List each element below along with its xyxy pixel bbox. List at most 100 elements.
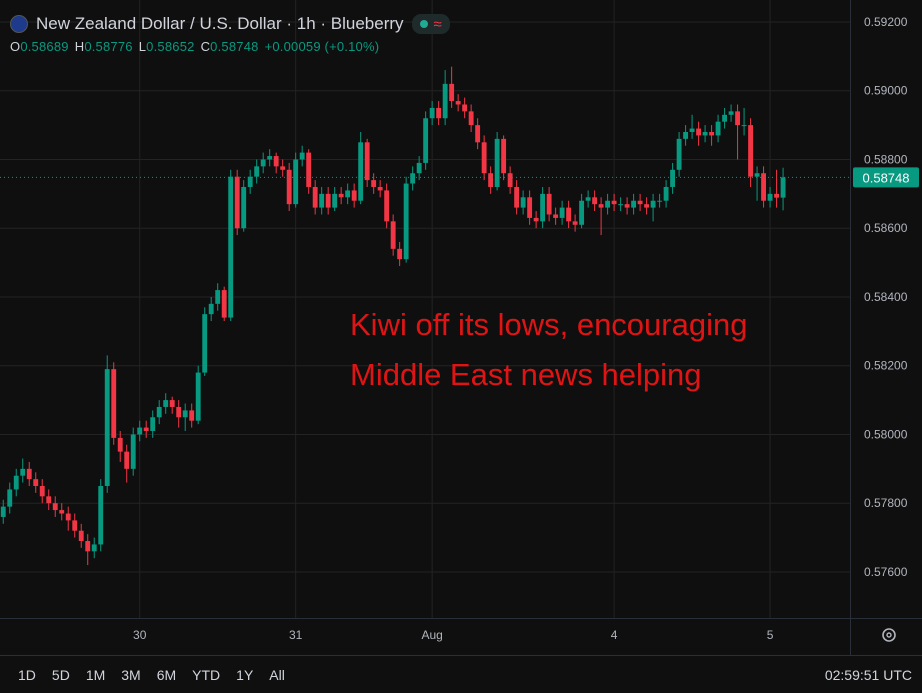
candle-body (657, 200, 663, 202)
range-button[interactable]: 1Y (236, 666, 254, 683)
candle-body (169, 400, 175, 407)
toolbar: 1D 5D 1M 3M 6M YTD 1Y All 02:59:51 UTC (0, 656, 922, 693)
ohlc-row: O0.58689 H0.58776 L0.58652 C0.58748 +0.00059… (10, 39, 450, 54)
candle-body (702, 131, 708, 136)
x-tick-label: 30 (133, 628, 147, 642)
candle-body (306, 152, 312, 187)
candle-body (481, 142, 487, 174)
candle-body (514, 186, 520, 208)
ohlc-label: H (74, 39, 85, 54)
candle-body (670, 169, 676, 187)
title-row: New Zealand Dollar / U.S. Dollar · 1h · … (10, 12, 450, 36)
annotation: Middle East news helping (350, 357, 702, 392)
candle-body (312, 186, 318, 208)
range-button[interactable]: 5D (51, 666, 70, 683)
candle-body (150, 417, 156, 432)
candle-body (748, 125, 754, 177)
candle-body (488, 173, 494, 187)
candle-body (202, 314, 208, 373)
candle-body (592, 197, 598, 205)
candle-body (663, 186, 669, 201)
candle-body (189, 410, 195, 421)
candle-body (137, 427, 143, 435)
candle-body (345, 190, 351, 198)
candle-body (182, 410, 188, 418)
candle-body (618, 204, 624, 206)
candle-body (52, 503, 58, 511)
candle-body (98, 486, 104, 545)
ohlc-value: 0.58652 (146, 39, 195, 54)
candle-body (397, 248, 403, 260)
settings-icon[interactable] (882, 628, 896, 642)
candle-body (228, 176, 234, 318)
candle-body (221, 290, 227, 318)
candle-body (637, 200, 643, 205)
candle-body (358, 142, 364, 201)
candle-body (299, 152, 305, 160)
candle-body (156, 406, 162, 418)
candle-body (254, 166, 260, 177)
y-tick-label: 0.58400 (864, 290, 908, 304)
candle-body (293, 159, 299, 205)
header: New Zealand Dollar / U.S. Dollar · 1h · … (10, 12, 450, 54)
candle-body (494, 138, 500, 187)
candle-body (403, 183, 409, 260)
candle-body (631, 200, 637, 208)
candle-body (520, 197, 526, 208)
candle-body (0, 506, 6, 517)
candle-body (195, 372, 201, 421)
range-button[interactable]: 6M (156, 666, 177, 683)
y-tick-label: 0.58600 (864, 221, 908, 235)
status-badge[interactable]: ≈ (411, 14, 450, 34)
candle-body (728, 111, 734, 115)
candle-body (754, 173, 760, 177)
candle-body (208, 303, 214, 315)
y-tick-label: 0.58000 (864, 427, 908, 441)
candle-body (767, 193, 773, 201)
symbol-title[interactable]: New Zealand Dollar / U.S. Dollar · 1h · … (36, 14, 404, 33)
ohlc-value: 0.58689 (20, 39, 69, 54)
candle-body (676, 138, 682, 170)
candle-body (722, 114, 728, 122)
candle-body (598, 204, 604, 208)
candle-body (683, 131, 689, 139)
y-tick-label: 0.57800 (864, 496, 908, 510)
candle-body (78, 530, 84, 542)
candle-body (611, 200, 617, 205)
candle-body (332, 193, 338, 208)
candle-body (410, 173, 416, 184)
range-button[interactable]: YTD (192, 666, 221, 683)
candle-body (715, 121, 721, 136)
price-change: +0.00059 (+0.10%) (264, 39, 380, 54)
candle-body (351, 190, 357, 201)
clock[interactable]: 02:59:51 UTC (824, 666, 912, 683)
candle-body (130, 434, 136, 469)
range-button[interactable]: 1M (85, 666, 106, 683)
ohlc-label: L (138, 39, 147, 54)
range-button[interactable]: 3M (121, 666, 141, 683)
candle-body (163, 400, 169, 407)
candle-body (546, 193, 552, 215)
range-button[interactable]: 1D (18, 666, 36, 683)
x-tick-label: Aug (421, 628, 442, 642)
candle-body (501, 138, 507, 174)
candle-body (117, 437, 123, 452)
candle-body (267, 156, 273, 160)
candle-body (605, 200, 611, 208)
candle-body (319, 193, 325, 208)
candle-body (241, 186, 247, 229)
candle-body (325, 193, 331, 208)
last-price-label: 0.58748 (863, 170, 910, 185)
candle-body (39, 486, 45, 497)
candle-body (462, 104, 468, 112)
candle-body (585, 197, 591, 201)
candle-body (234, 176, 240, 229)
candle-body (273, 156, 279, 167)
candle-body (696, 128, 702, 136)
candle-body (390, 221, 396, 249)
candle-body (7, 489, 13, 507)
candle-body (572, 221, 578, 225)
candle-body (384, 190, 390, 222)
status-dot (419, 20, 428, 28)
range-button[interactable]: All (269, 666, 285, 683)
